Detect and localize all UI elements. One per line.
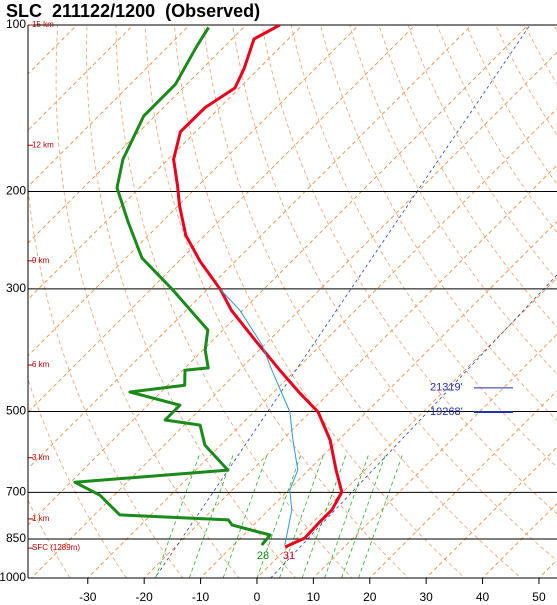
isotherm xyxy=(28,25,303,300)
dry-adiabat xyxy=(203,25,522,578)
x-tick-label: -20 xyxy=(136,590,154,604)
mixing-ratio xyxy=(324,455,369,578)
height-label: 6 km xyxy=(32,360,50,369)
isotherm xyxy=(28,25,190,188)
height-label: 12 km xyxy=(32,140,54,149)
x-tick-label: -30 xyxy=(79,590,97,604)
isotherm xyxy=(30,51,557,578)
dry-adiabat xyxy=(232,25,557,562)
height-label: SFC (1289m) xyxy=(32,543,80,552)
y-tick-label: 200 xyxy=(6,184,26,198)
x-tick-label: 30 xyxy=(419,590,433,604)
isotherm xyxy=(143,164,557,578)
sounding-line xyxy=(73,26,272,547)
x-tick-label: 10 xyxy=(307,590,321,604)
dry-adiabat xyxy=(174,25,466,578)
mixing-ratio xyxy=(358,455,403,578)
background-lines xyxy=(28,25,557,578)
surface-dewpoint: 28 xyxy=(257,550,269,562)
sounding-line xyxy=(220,289,299,546)
mixing-ratio xyxy=(188,455,234,578)
labels: 100 200 300 500 700 850 1000 -30 -20 -10 0 10 20 30 40… xyxy=(0,17,546,604)
height-label: 3 km xyxy=(32,453,50,462)
annotation-label: 21319' xyxy=(430,382,463,394)
isotherm xyxy=(28,25,416,413)
isotherm xyxy=(425,446,557,578)
x-tick-label: 40 xyxy=(476,590,490,604)
x-tick-label: -10 xyxy=(192,590,210,604)
isotherm xyxy=(87,108,557,578)
dry-adiabat xyxy=(290,25,557,468)
mixing-ratio xyxy=(256,455,302,578)
mixing-ratio xyxy=(341,455,386,578)
dry-adiabat xyxy=(349,25,557,375)
y-tick-label: 100 xyxy=(6,17,26,31)
dry-adiabat xyxy=(115,25,353,578)
reference-line xyxy=(270,274,557,578)
y-tick-label: 850 xyxy=(6,531,26,545)
x-tick-label: 50 xyxy=(532,590,546,604)
curves xyxy=(73,25,344,549)
y-tick-label: 700 xyxy=(6,485,26,499)
dry-adiabat xyxy=(320,25,557,421)
x-tick-label: 20 xyxy=(363,590,377,604)
dry-adiabat xyxy=(86,25,297,578)
mixing-ratio xyxy=(279,455,324,578)
reference-line xyxy=(154,25,531,578)
isotherm xyxy=(28,25,529,526)
sounding-line xyxy=(172,25,344,549)
isotherm xyxy=(28,25,247,244)
height-label: 1 km xyxy=(32,514,50,523)
mixing-ratio xyxy=(222,455,268,578)
dry-adiabat xyxy=(407,25,557,281)
dry-adiabat xyxy=(28,25,184,578)
chart-title: SLC 211122/1200 (Observed) xyxy=(6,1,260,21)
surface-temperature: 31 xyxy=(283,550,295,562)
isotherm xyxy=(28,25,360,357)
height-label: 9 km xyxy=(32,256,50,265)
grid xyxy=(28,24,557,584)
x-tick-label: 0 xyxy=(254,590,261,604)
dry-adiabat xyxy=(261,25,557,515)
dry-adiabat xyxy=(28,499,71,578)
isotherm xyxy=(28,25,134,131)
annotation-label: 19268' xyxy=(430,406,463,418)
height-label: 15 km xyxy=(32,20,54,29)
dry-adiabat xyxy=(378,25,557,328)
isotherm xyxy=(312,333,557,578)
dry-adiabat xyxy=(55,25,240,578)
y-tick-label: 1000 xyxy=(0,570,26,584)
y-tick-label: 500 xyxy=(6,404,26,418)
isotherm xyxy=(200,221,557,578)
isotherm xyxy=(369,390,557,578)
y-tick-label: 300 xyxy=(6,281,26,295)
